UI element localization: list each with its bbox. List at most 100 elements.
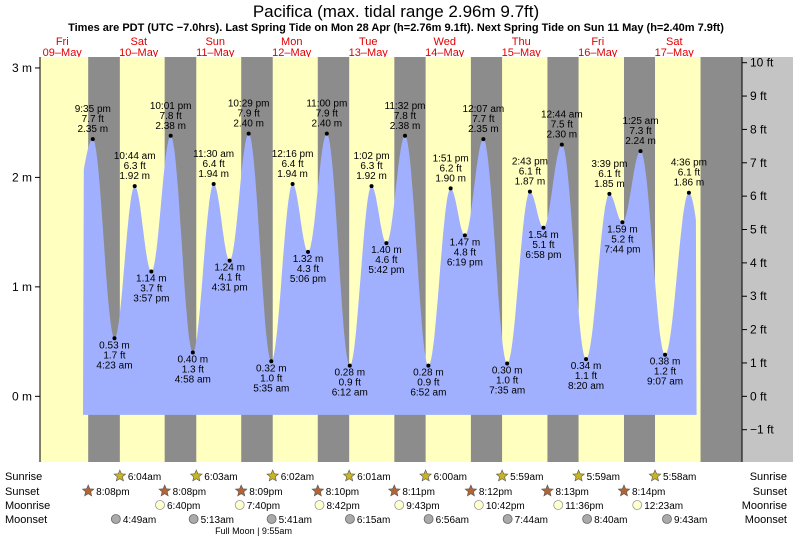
low-tide-label: 7:35 am <box>489 385 525 396</box>
low-tide-label: 5.1 ft <box>532 240 554 251</box>
tide-point <box>132 184 137 189</box>
tide-point <box>149 269 154 274</box>
moonrise-row-label: Moonrise <box>5 500 50 512</box>
sunset-icon <box>540 484 554 497</box>
sunset-icon <box>617 484 631 497</box>
high-tide-label: 6.1 ft <box>678 168 700 179</box>
moonrise-time: 10:42pm <box>486 501 525 512</box>
sunrise-time: 5:59am <box>510 472 543 483</box>
day-weekday-label: Wed <box>434 36 456 48</box>
tide-point <box>620 220 625 225</box>
low-tide-label: 7:44 pm <box>604 244 640 255</box>
low-tide-label: 1.7 ft <box>103 350 125 361</box>
low-tide-label: 6:52 am <box>410 388 446 399</box>
moonset-icon <box>423 514 434 524</box>
low-tide-label: 1.2 ft <box>654 367 676 378</box>
sunrise-icon <box>189 469 203 482</box>
low-tide-label: 1.32 m <box>293 254 324 265</box>
tide-point <box>541 225 546 230</box>
day-date-label: 09–May <box>43 47 83 59</box>
tide-point <box>168 133 173 138</box>
low-tide-label: 0.34 m <box>571 361 602 372</box>
right-axis-tick-label: 8 ft <box>750 122 767 136</box>
low-tide-label: 1.3 ft <box>182 365 204 376</box>
moonrise-time: 6:40pm <box>167 501 200 512</box>
low-tide-label: 0.9 ft <box>417 378 439 389</box>
low-tide-label: 6:58 pm <box>525 250 561 261</box>
high-tide-label: 12:16 pm <box>272 149 314 160</box>
sunset-row-label: Sunset <box>5 486 39 498</box>
day-weekday-label: Thu <box>512 36 531 48</box>
high-tide-label: 2.35 m <box>78 124 109 135</box>
day-date-label: 14–May <box>425 47 465 59</box>
right-axis-panel <box>742 57 793 462</box>
high-tide-label: 9:35 pm <box>75 104 111 115</box>
right-axis-tick-label: 6 ft <box>750 189 767 203</box>
low-tide-label: 4:23 am <box>96 360 132 371</box>
sunrise-time: 6:03am <box>204 472 237 483</box>
axes: 3 m 2 m 1 m 0 m 10 ft 9 ft 8 ft 7 ft 6 ft 5 ft 4 f… <box>0 56 793 462</box>
high-tide-label: 2.35 m <box>468 124 499 135</box>
sunrise-time: 6:00am <box>434 472 467 483</box>
sunset-time: 8:09pm <box>249 487 282 498</box>
sunset-time: 8:08pm <box>173 487 206 498</box>
moonset-row-label-right: Moonset <box>745 514 787 526</box>
day-weekday-label: Sat <box>130 36 147 48</box>
moonrise-time: 8:42pm <box>326 501 359 512</box>
day-labels: Fri09–MaySat10–MaySun11–MayMon12–MayTue1… <box>43 36 695 59</box>
tide-point <box>211 181 216 186</box>
day-date-label: 15–May <box>502 47 542 59</box>
high-tide-label: 2.40 m <box>312 119 343 130</box>
day-weekday-label: Mon <box>281 36 302 48</box>
left-axis-panel <box>0 57 40 462</box>
moonset-icon <box>345 514 355 524</box>
low-tide-label: 5:42 pm <box>368 265 404 276</box>
high-tide-label: 2:43 pm <box>512 157 548 168</box>
right-axis-tick-label: 1 ft <box>750 356 767 370</box>
sunset-time: 8:11pm <box>402 487 435 498</box>
moonset-icon <box>188 514 199 524</box>
right-axis-tick-label: 7 ft <box>750 156 767 170</box>
high-tide-label: 11:32 pm <box>385 101 426 112</box>
sunset-time: 8:13pm <box>555 487 588 498</box>
low-tide-label: 0.28 m <box>413 368 444 379</box>
moonrise-time: 12:23am <box>644 501 683 512</box>
tide-area <box>83 133 697 415</box>
sunset-icon <box>387 484 401 497</box>
low-tide-label: 0.30 m <box>492 365 523 376</box>
high-tide-label: 11:30 am <box>193 149 234 160</box>
tide-point <box>347 363 352 368</box>
tide-point <box>426 363 431 368</box>
high-tide-label: 10:44 am <box>114 151 156 162</box>
high-tide-label: 1:02 pm <box>353 151 389 162</box>
high-tide-label: 1.92 m <box>119 171 150 182</box>
tide-point <box>90 137 95 142</box>
low-tide-label: 0.28 m <box>334 368 365 379</box>
sunrise-row-label-right: Sunrise <box>750 471 787 483</box>
low-tide-label: 0.32 m <box>256 363 287 374</box>
tide-point <box>505 361 510 366</box>
low-tide-label: 1.40 m <box>371 245 402 256</box>
moonrise-icon <box>234 500 245 510</box>
low-tide-label: 0.9 ft <box>339 378 361 389</box>
tide-point <box>246 131 251 136</box>
day-weekday-label: Fri <box>56 36 69 48</box>
sunrise-time: 6:04am <box>128 472 161 483</box>
day-weekday-label: Sun <box>205 36 225 48</box>
low-tide-label: 0.40 m <box>178 355 209 366</box>
low-tide-label: 6:12 am <box>332 388 368 399</box>
tide-point <box>559 142 564 147</box>
moonset-time: 6:15am <box>357 515 390 526</box>
moonset-icon <box>110 514 121 524</box>
tide-point <box>462 233 467 238</box>
low-tide-label: 4.6 ft <box>375 255 397 266</box>
tide-point <box>686 190 691 195</box>
low-tide-label: 5:06 pm <box>290 274 326 285</box>
full-moon-label: Full Moon | 9:55am <box>215 526 292 536</box>
tide-point <box>290 181 295 186</box>
high-tide-label: 3:39 pm <box>591 159 627 170</box>
low-tide-label: 5.2 ft <box>611 234 633 245</box>
sunrise-icon <box>572 469 586 482</box>
high-tide-label: 10:29 pm <box>228 99 270 110</box>
astro-rows: Sunrise Sunrise Sunset Sunset Moonrise Moonri… <box>5 469 787 536</box>
